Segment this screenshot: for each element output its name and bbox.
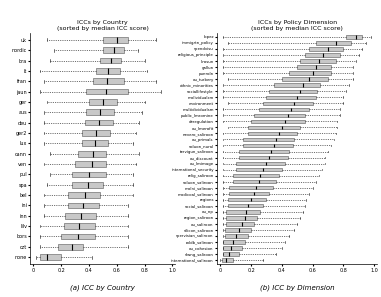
PathPatch shape	[223, 240, 245, 244]
PathPatch shape	[248, 126, 300, 129]
PathPatch shape	[290, 72, 331, 75]
PathPatch shape	[305, 53, 340, 57]
PathPatch shape	[235, 168, 282, 171]
Text: (a) ICC by Country: (a) ICC by Country	[70, 285, 135, 291]
PathPatch shape	[72, 171, 106, 177]
PathPatch shape	[58, 244, 83, 249]
PathPatch shape	[82, 140, 109, 146]
PathPatch shape	[259, 108, 309, 111]
PathPatch shape	[72, 182, 103, 187]
Title: ICCs by Policy Dimension
(sorted by median ICC score): ICCs by Policy Dimension (sorted by medi…	[251, 20, 343, 31]
PathPatch shape	[225, 228, 251, 232]
PathPatch shape	[89, 99, 117, 105]
Title: ICCs by Country
(sorted by median ICC score): ICCs by Country (sorted by median ICC sc…	[57, 20, 149, 31]
PathPatch shape	[223, 247, 242, 250]
PathPatch shape	[229, 186, 272, 189]
PathPatch shape	[243, 138, 294, 141]
PathPatch shape	[75, 161, 106, 167]
PathPatch shape	[266, 96, 315, 99]
PathPatch shape	[96, 68, 120, 74]
PathPatch shape	[248, 132, 297, 135]
PathPatch shape	[229, 192, 269, 195]
PathPatch shape	[228, 204, 263, 208]
PathPatch shape	[226, 222, 254, 225]
PathPatch shape	[235, 162, 285, 165]
PathPatch shape	[274, 83, 320, 87]
PathPatch shape	[263, 102, 312, 105]
Text: (b) ICC by Dimension: (b) ICC by Dimension	[260, 285, 335, 291]
PathPatch shape	[225, 234, 248, 238]
PathPatch shape	[85, 120, 113, 126]
PathPatch shape	[269, 89, 317, 93]
PathPatch shape	[226, 210, 260, 214]
PathPatch shape	[61, 233, 94, 239]
PathPatch shape	[64, 223, 94, 229]
PathPatch shape	[239, 156, 288, 159]
PathPatch shape	[40, 254, 61, 260]
PathPatch shape	[82, 130, 110, 136]
PathPatch shape	[239, 150, 290, 153]
PathPatch shape	[309, 47, 343, 50]
PathPatch shape	[68, 203, 99, 208]
PathPatch shape	[300, 59, 336, 63]
PathPatch shape	[223, 252, 239, 256]
PathPatch shape	[93, 78, 124, 84]
PathPatch shape	[103, 48, 124, 53]
PathPatch shape	[282, 78, 328, 81]
PathPatch shape	[68, 192, 100, 198]
PathPatch shape	[251, 120, 305, 123]
PathPatch shape	[243, 144, 293, 147]
PathPatch shape	[222, 258, 232, 262]
PathPatch shape	[86, 110, 114, 115]
PathPatch shape	[86, 89, 128, 94]
PathPatch shape	[100, 58, 121, 64]
PathPatch shape	[315, 41, 351, 45]
PathPatch shape	[78, 151, 106, 157]
PathPatch shape	[226, 216, 257, 219]
PathPatch shape	[254, 114, 305, 117]
PathPatch shape	[228, 198, 266, 201]
PathPatch shape	[232, 174, 279, 177]
PathPatch shape	[346, 35, 362, 39]
PathPatch shape	[65, 213, 96, 219]
PathPatch shape	[232, 180, 275, 183]
PathPatch shape	[297, 65, 331, 69]
PathPatch shape	[103, 37, 128, 43]
